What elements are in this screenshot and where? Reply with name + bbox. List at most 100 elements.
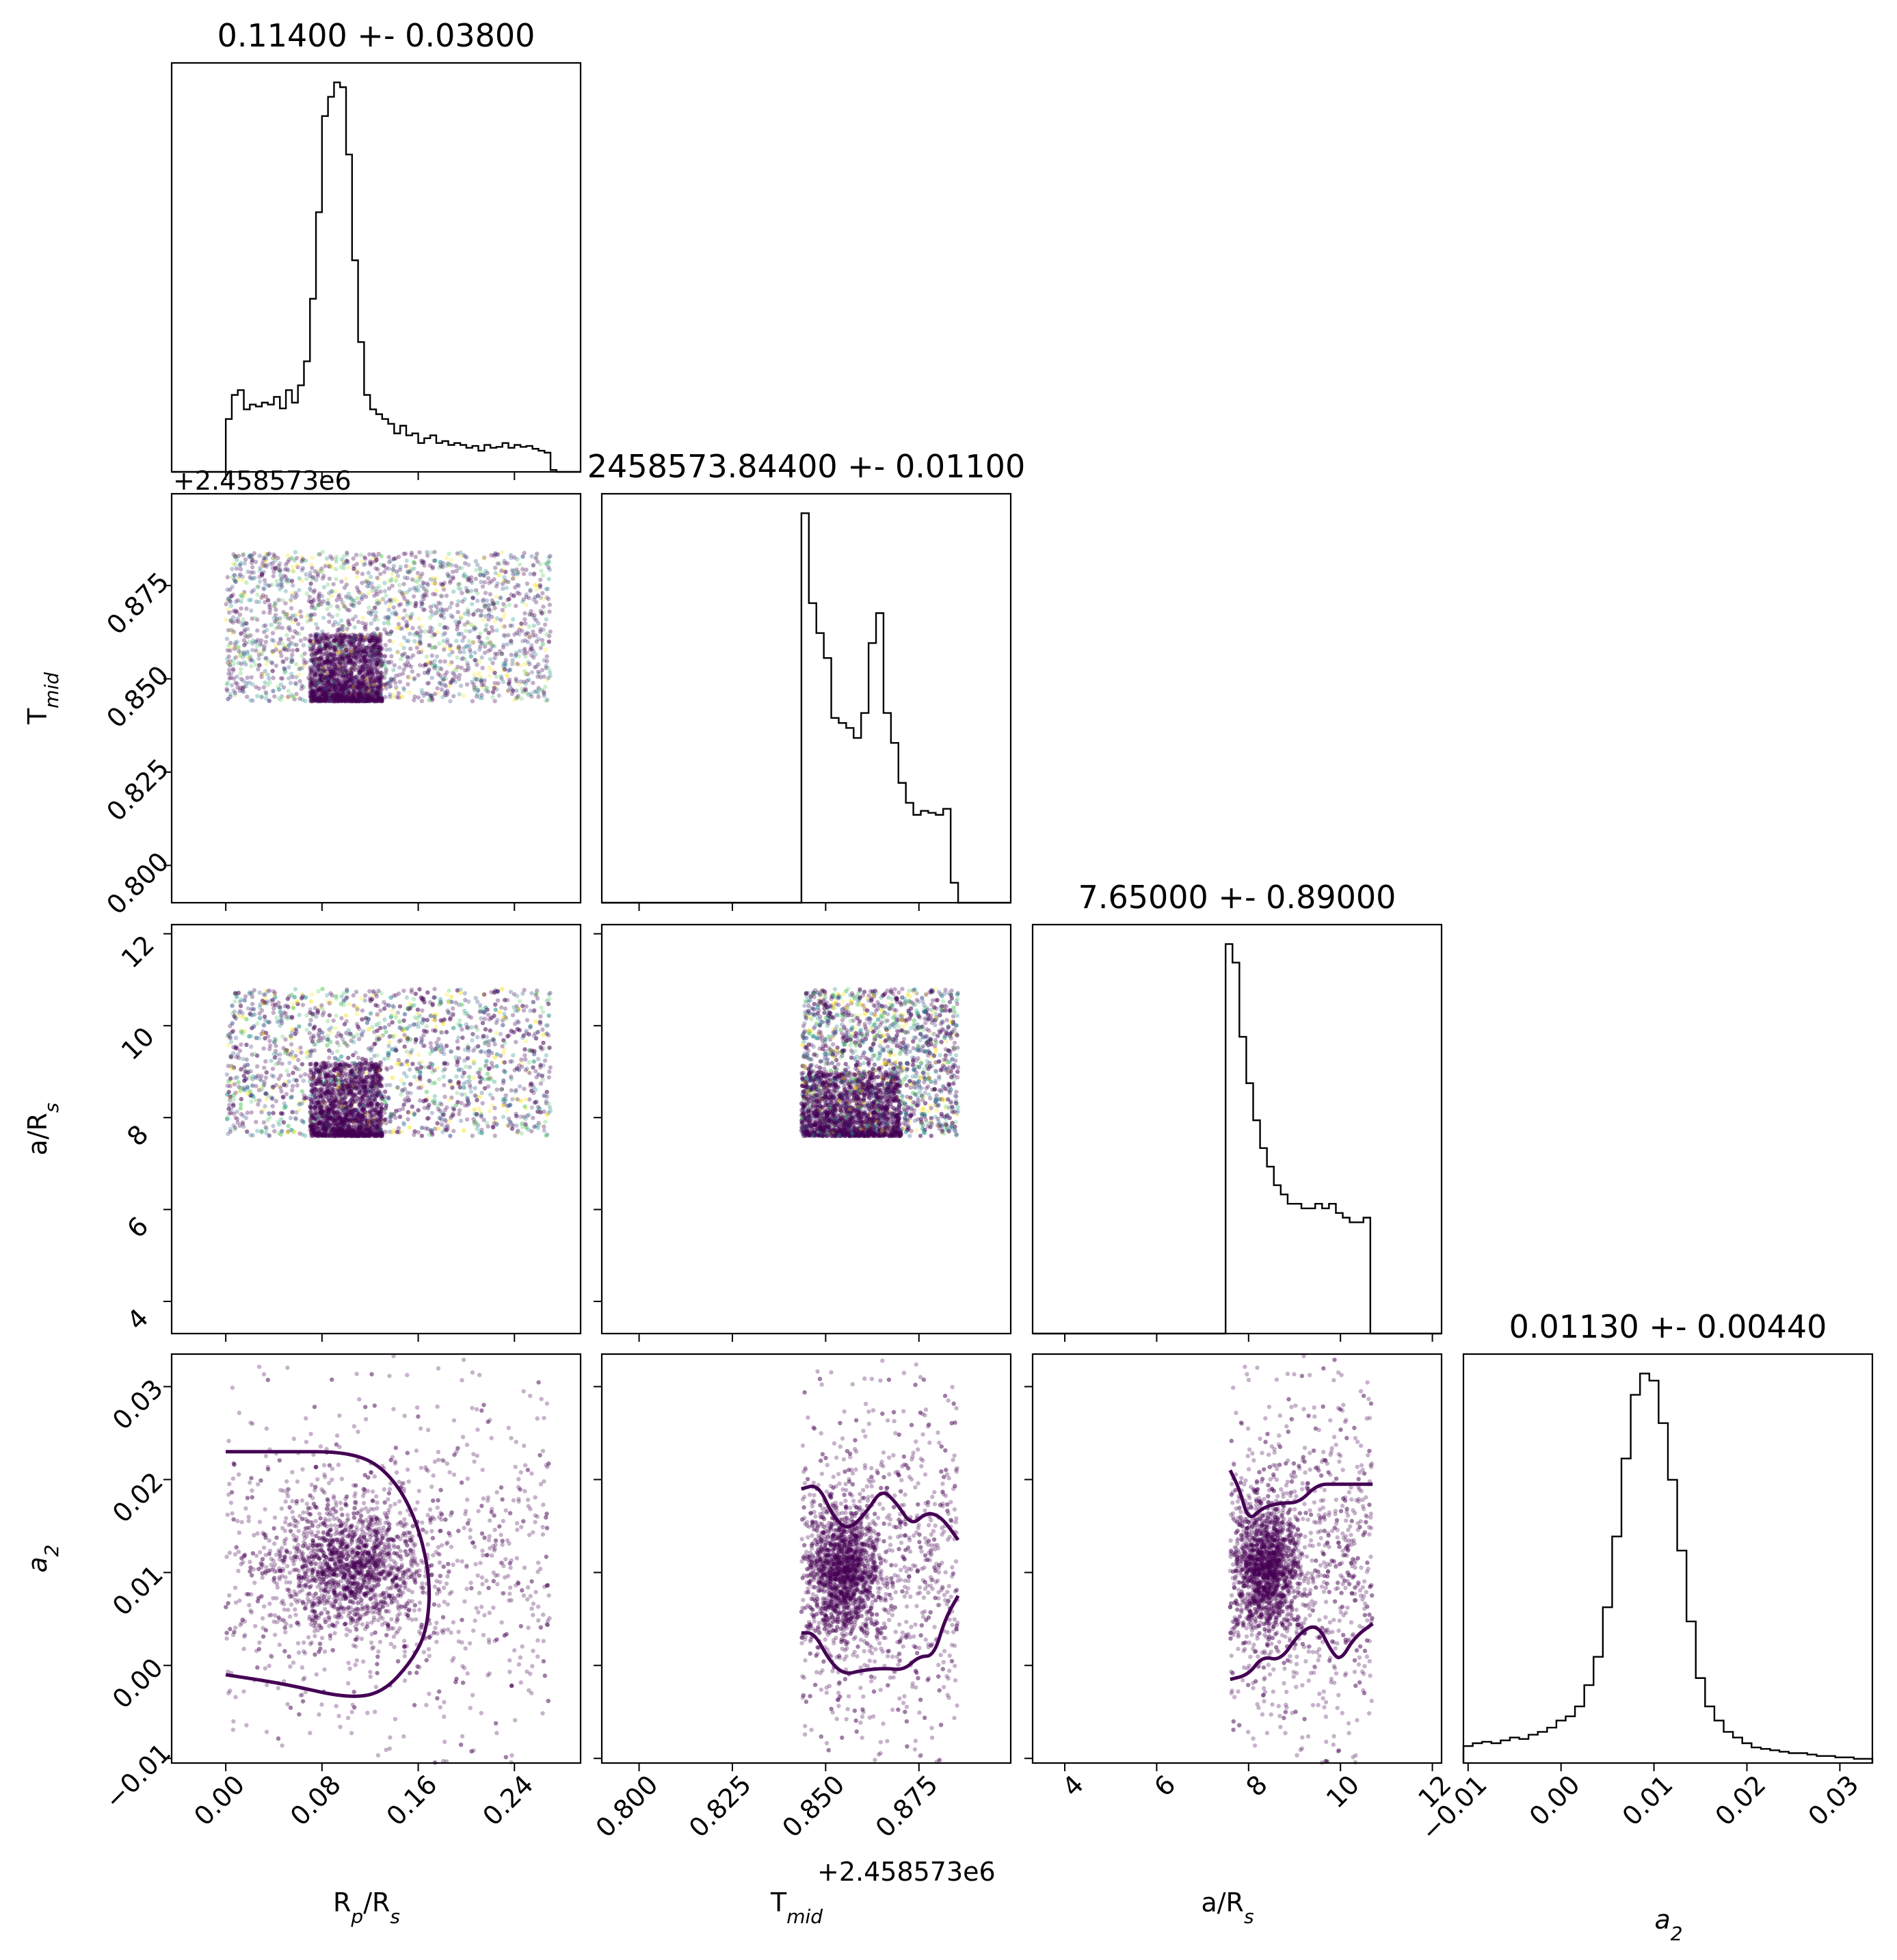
scatter-point: [357, 670, 362, 675]
scatter-point: [229, 628, 234, 633]
scatter-point: [226, 607, 230, 611]
scatter-point: [544, 617, 548, 622]
scatter-point: [507, 680, 512, 685]
scatter-point: [348, 677, 353, 683]
scatter-point: [416, 616, 421, 622]
scatter-point: [429, 645, 434, 650]
scatter-point: [263, 557, 268, 561]
scatter-point: [341, 639, 345, 644]
scatter-point: [352, 662, 358, 667]
scatter-point: [371, 672, 375, 677]
scatter-point: [484, 623, 489, 628]
scatter-point: [336, 696, 341, 701]
scatter-point: [438, 659, 443, 664]
scatter-point: [326, 696, 331, 700]
scatter-point: [520, 554, 525, 559]
scatter-point: [265, 672, 270, 677]
scatter-point: [496, 693, 501, 698]
scatter-point: [351, 654, 357, 659]
scatter-point: [329, 589, 334, 594]
scatter-point: [289, 656, 293, 661]
scatter-point: [308, 694, 313, 699]
scatter-point: [351, 564, 356, 568]
scatter-point: [509, 639, 514, 644]
scatter-point: [386, 607, 391, 612]
scatter-point: [257, 663, 262, 667]
scatter-point: [466, 612, 471, 617]
scatter-point: [337, 696, 342, 702]
scatter-point: [287, 665, 291, 670]
scatter-point: [521, 1008, 527, 1013]
scatter-point: [341, 656, 345, 661]
scatter-point: [393, 596, 397, 602]
scatter-point: [368, 562, 373, 567]
scatter-point: [291, 695, 295, 700]
scatter-point: [331, 582, 336, 587]
scatter-point: [314, 622, 319, 626]
scatter-point: [236, 644, 241, 649]
scatter-point: [514, 603, 518, 609]
scatter-point: [319, 685, 323, 690]
scatter-point: [378, 697, 384, 702]
scatter-point: [416, 574, 421, 579]
scatter-point: [313, 697, 317, 702]
scatter-point: [395, 650, 401, 655]
scatter-point: [457, 673, 462, 678]
scatter-point: [343, 561, 348, 566]
scatter-point: [430, 581, 436, 586]
scatter-point: [340, 685, 345, 690]
scatter-point: [329, 672, 334, 678]
scatter-point: [547, 602, 553, 607]
scatter-point: [243, 557, 248, 562]
scatter-point: [376, 696, 381, 701]
scatter-point: [361, 637, 366, 643]
scatter-point: [421, 607, 426, 612]
scatter-point: [318, 698, 323, 702]
scatter-point: [279, 653, 284, 659]
scatter-point: [340, 670, 345, 674]
scatter-point: [480, 618, 486, 622]
scatter-point: [343, 665, 348, 671]
scatter-point: [503, 658, 508, 663]
scatter-point: [363, 556, 368, 561]
scatter-point: [294, 555, 300, 561]
scatter-point: [354, 553, 359, 557]
scatter-point: [339, 689, 344, 694]
scatter-point: [229, 683, 235, 688]
scatter-point: [332, 652, 336, 657]
scatter-point: [343, 648, 349, 652]
scatter-point: [505, 673, 509, 678]
scatter-point: [402, 608, 407, 613]
scatter-point: [347, 638, 352, 643]
scatter-point: [289, 659, 295, 664]
scatter-point: [386, 555, 391, 559]
scatter-point: [362, 656, 367, 661]
scatter-point: [315, 657, 320, 661]
scatter-point: [363, 687, 369, 691]
scatter-point: [455, 609, 460, 615]
scatter-point: [300, 683, 304, 688]
scatter-point: [227, 610, 232, 615]
scatter-point: [527, 661, 532, 667]
scatter-point: [286, 626, 291, 631]
scatter-point: [332, 663, 336, 667]
scatter-point: [531, 655, 536, 660]
scatter-point: [349, 635, 354, 641]
scatter-point: [524, 592, 529, 597]
scatter-point: [351, 604, 356, 609]
scatter-point: [442, 682, 447, 687]
scatter-point: [385, 614, 390, 620]
scatter-point: [330, 589, 335, 594]
scatter-point: [370, 676, 375, 681]
scatter-point: [462, 622, 467, 627]
scatter-point: [245, 694, 250, 699]
scatter-point: [302, 1072, 308, 1077]
scatter-point: [380, 698, 384, 703]
scatter-point: [289, 606, 294, 611]
scatter-point: [523, 632, 528, 637]
scatter-point: [460, 638, 465, 643]
scatter-point: [535, 551, 540, 556]
scatter-point: [370, 588, 375, 593]
scatter-point: [470, 596, 475, 600]
